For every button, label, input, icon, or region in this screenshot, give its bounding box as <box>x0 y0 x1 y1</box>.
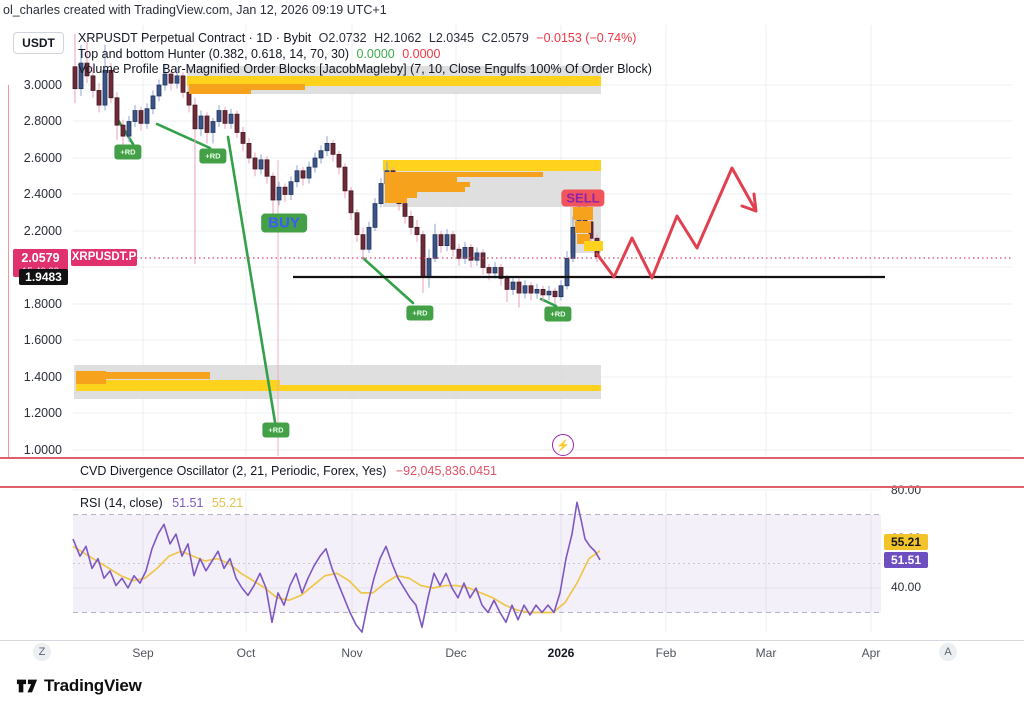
ohlc-change: −0.0153 (−0.74%) <box>536 31 637 45</box>
indicator-hunter-value-red: 0.0000 <box>402 46 441 61</box>
price-axis-label: 1.0000 <box>23 443 62 457</box>
rsi-value-tag: 55.21 <box>884 534 928 550</box>
rd-signal-label: +RD <box>406 305 434 321</box>
time-axis-label: Oct <box>236 646 256 660</box>
indicator-hunter-name: Top and bottom Hunter (0.382, 0.618, 14,… <box>78 46 350 61</box>
price-axis-label: 1.8000 <box>23 297 62 311</box>
level-price-tag: 1.9483 <box>19 269 68 285</box>
price-axis-label: 2.8000 <box>23 114 62 128</box>
rsi-value-tag: 51.51 <box>884 552 928 568</box>
ohlc-close: C2.0579 <box>481 31 529 45</box>
sell-signal-label: SELL <box>561 189 605 207</box>
time-axis-label: Mar <box>755 646 777 660</box>
price-axis-label: 2.4000 <box>23 187 62 201</box>
indicator-row-orderblocks[interactable]: Volume Profile Bar-Magnified Order Block… <box>78 62 656 78</box>
time-axis[interactable]: Z Sep Oct Nov Dec 2026 Feb Mar Apr A <box>0 640 1024 662</box>
indicator-row-hunter[interactable]: Top and bottom Hunter (0.382, 0.618, 14,… <box>78 47 656 63</box>
time-axis-label: Sep <box>132 646 154 660</box>
tradingview-logo-icon <box>16 679 38 693</box>
rd-signal-label: +RD <box>262 422 290 438</box>
time-axis-label: Nov <box>341 646 363 660</box>
timezone-button[interactable]: Z <box>33 643 51 661</box>
rsi-indicator-name: RSI (14, close) <box>80 496 163 510</box>
tradingview-logo-text: TradingView <box>44 676 142 695</box>
price-axis-label: 1.2000 <box>23 406 62 420</box>
price-axis-label: 2.2000 <box>23 224 62 238</box>
price-axis-label: 2.6000 <box>23 151 62 165</box>
left-pane-highlight-line <box>8 85 9 457</box>
ohlc-high: H2.1062 <box>374 31 422 45</box>
buy-signal-label: BUY <box>261 213 307 233</box>
rsi-indicator-row[interactable]: RSI (14, close) 51.51 55.21 <box>80 496 243 510</box>
price-axis-label: 1.6000 <box>23 333 62 347</box>
tradingview-logo[interactable]: TradingView <box>16 676 142 696</box>
ohlc-open: O2.0732 <box>318 31 367 45</box>
symbol-price-tag: XRPUSDT.P <box>71 249 137 266</box>
pane-separator-main-cvd[interactable] <box>0 457 1024 459</box>
rd-signal-label: +RD <box>199 148 227 164</box>
pane-separator-cvd-rsi[interactable] <box>0 486 1024 488</box>
rd-signal-label: +RD <box>114 144 142 160</box>
lightning-icon[interactable]: ⚡ <box>552 434 574 456</box>
cvd-indicator-row[interactable]: CVD Divergence Oscillator (2, 21, Period… <box>80 464 497 478</box>
symbol-legend-row[interactable]: XRPUSDT Perpetual Contract · 1D · Bybit … <box>78 31 656 47</box>
time-axis-label: Apr <box>861 646 881 660</box>
rsi-ma-value: 55.21 <box>211 496 244 510</box>
time-axis-label: Feb <box>655 646 677 660</box>
ohlc-low: L2.0345 <box>428 31 475 45</box>
symbol-title: XRPUSDT Perpetual Contract · 1D · Bybit <box>78 31 312 45</box>
cvd-indicator-name: CVD Divergence Oscillator (2, 21, Period… <box>80 464 387 478</box>
creator-watermark: ol_charles created with TradingView.com,… <box>3 3 387 17</box>
indicator-orderblocks-name: Volume Profile Bar-Magnified Order Block… <box>78 62 652 76</box>
time-axis-label: 2026 <box>547 646 575 660</box>
rd-signal-label: +RD <box>544 306 572 322</box>
time-axis-label: Dec <box>445 646 467 660</box>
indicator-hunter-value-green: 0.0000 <box>356 46 395 61</box>
cvd-indicator-value: −92,045,836.0451 <box>395 464 498 478</box>
chart-legend: XRPUSDT Perpetual Contract · 1D · Bybit … <box>78 31 660 78</box>
rsi-value: 51.51 <box>172 496 204 510</box>
rsi-axis-label: 40.00 <box>891 580 922 594</box>
price-axis-label: 3.0000 <box>23 78 62 92</box>
adjust-button[interactable]: A <box>939 643 957 661</box>
currency-button[interactable]: USDT <box>13 32 64 54</box>
current-price-value: 2.0579 <box>21 251 60 265</box>
price-axis-label: 1.4000 <box>23 370 62 384</box>
